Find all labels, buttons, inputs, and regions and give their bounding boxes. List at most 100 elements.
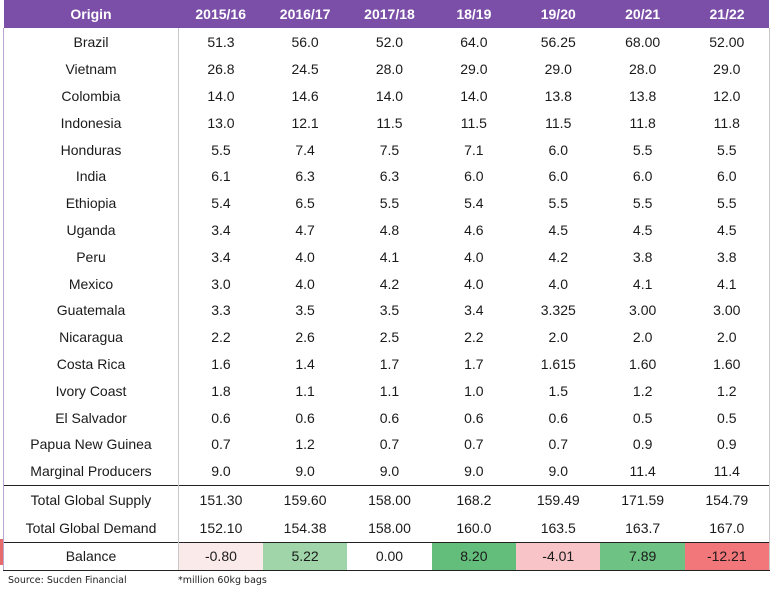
- value-cell: 1.60: [684, 350, 770, 378]
- value-cell: 2.2: [211, 329, 231, 346]
- row-label: India: [3, 162, 179, 190]
- value-cell: 24.5: [291, 61, 319, 78]
- value-cell: 1.6: [211, 355, 231, 372]
- value-cell: 1.60: [629, 355, 657, 372]
- header-year: 2015/16: [178, 0, 263, 28]
- value-cell: 6.1: [211, 168, 231, 185]
- value-cell: 1.0: [464, 382, 484, 399]
- value-cell: 0.6: [379, 409, 400, 426]
- value-cell: 4.0: [464, 275, 484, 292]
- value-cell: 4.5: [684, 216, 770, 244]
- footer: Source: Sucden Financial *million 60kg b…: [8, 575, 267, 586]
- value-cell: 4.7: [295, 221, 315, 238]
- value-cell: 0.6: [548, 409, 568, 426]
- value-cell: 2.0: [548, 329, 568, 346]
- value-cell: 11.5: [376, 114, 403, 131]
- value-cell: 1.5: [548, 382, 568, 399]
- value-cell: 11.5: [460, 114, 487, 131]
- value-cell: 11.4: [684, 457, 770, 486]
- value-cell: 0.6: [211, 409, 231, 426]
- totals-row: Total Global Demand 152.10 154.38 158.00 160…: [3, 513, 770, 543]
- value-cell: 3.325: [540, 302, 576, 319]
- row-label: Ivory Coast: [3, 377, 179, 405]
- header-year: 18/19: [431, 0, 517, 28]
- header-origin: Origin: [3, 0, 179, 28]
- value-cell: 163.5: [540, 519, 576, 536]
- row-label: Peru: [3, 243, 179, 271]
- value-cell: 0.5: [632, 409, 653, 426]
- value-cell: 5.5: [632, 195, 653, 212]
- balance-cell: 8.20: [431, 541, 517, 571]
- value-cell: 4.8: [379, 221, 400, 238]
- row-label: Total Global Demand: [3, 513, 179, 543]
- value-cell: 6.3: [379, 168, 400, 185]
- row-label: Indonesia: [3, 109, 179, 137]
- value-cell: 5.5: [548, 195, 568, 212]
- value-cell: 28.0: [629, 61, 657, 78]
- row-label: Ethiopia: [3, 189, 179, 217]
- value-cell: 7.5: [379, 141, 400, 158]
- value-cell: 167.0: [684, 513, 770, 543]
- value-cell: 168.2: [431, 484, 517, 514]
- value-cell: 3.3: [211, 302, 231, 319]
- value-cell: 3.00: [629, 302, 657, 319]
- value-cell: 158.00: [368, 519, 411, 536]
- value-cell: 52.00: [684, 28, 770, 56]
- balance-value: 8.20: [460, 547, 488, 564]
- value-cell: 1.1: [379, 382, 400, 399]
- value-cell: 13.8: [544, 87, 572, 104]
- value-cell: 9.0: [379, 463, 400, 480]
- value-cell: 12.1: [291, 114, 319, 131]
- table-row: Uganda 3.4 4.7 4.8 4.6 4.5 4.5 4.5: [3, 216, 770, 244]
- value-cell: 1.8: [211, 382, 231, 399]
- table-row: Ethiopia 5.4 6.5 5.5 5.4 5.5 5.5 5.5: [3, 189, 770, 217]
- row-label: Balance: [3, 541, 179, 571]
- value-cell: 26.8: [207, 61, 235, 78]
- value-cell: 0.6: [464, 409, 484, 426]
- value-cell: 7.4: [295, 141, 315, 158]
- value-cell: 2.2: [464, 329, 484, 346]
- balance-cell: 7.89: [600, 541, 685, 571]
- value-cell: 1.2: [684, 377, 770, 405]
- header-year: 21/22: [684, 0, 770, 28]
- value-cell: 6.0: [632, 168, 653, 185]
- value-cell: 51.3: [207, 34, 235, 51]
- value-cell: 12.0: [684, 82, 770, 110]
- value-cell: 1.4: [295, 355, 315, 372]
- value-cell: 7.1: [464, 141, 484, 158]
- value-cell: 0.7: [379, 436, 400, 453]
- value-cell: 3.4: [211, 221, 231, 238]
- value-cell: 28.0: [375, 61, 404, 78]
- row-label: El Salvador: [3, 404, 179, 431]
- country-rows: Brazil 51.3 56.0 52.0 64.0 56.25 68.00 52.00 Vie…: [3, 28, 770, 486]
- row-label: Mexico: [3, 270, 179, 297]
- value-cell: 4.0: [295, 275, 315, 292]
- table-row: Mexico 3.0 4.0 4.2 4.0 4.0 4.1 4.1: [3, 270, 770, 297]
- totals-row: Total Global Supply 151.30 159.60 158.00 168…: [3, 484, 770, 514]
- table-row: Colombia 14.0 14.6 14.0 14.0 13.8 13.8 12.0: [3, 82, 770, 110]
- header-row: Origin 2015/16 2016/17 2017/18 18/19 19/…: [3, 0, 770, 28]
- value-cell: 5.5: [684, 136, 770, 163]
- value-cell: 154.38: [283, 519, 327, 536]
- balance-left-marker: [0, 539, 3, 565]
- row-label: Brazil: [3, 28, 179, 56]
- value-cell: 56.0: [291, 34, 319, 51]
- source-note: Source: Sucden Financial: [8, 575, 127, 586]
- table-row: Marginal Producers 9.0 9.0 9.0 9.0 9.0 11.4 11.…: [3, 457, 770, 486]
- row-label: Colombia: [3, 82, 179, 110]
- table-row: Guatemala 3.3 3.5 3.5 3.4 3.325 3.00 3.00: [3, 296, 770, 324]
- value-cell: 4.0: [464, 248, 484, 265]
- value-cell: 1.2: [295, 436, 315, 453]
- value-cell: 6.3: [295, 168, 315, 185]
- row-label: Costa Rica: [3, 350, 179, 378]
- value-cell: 1.7: [464, 355, 484, 372]
- value-cell: 4.1: [379, 248, 400, 265]
- value-cell: 158.00: [347, 484, 432, 514]
- value-cell: 1.1: [295, 382, 315, 399]
- value-cell: 14.0: [207, 87, 235, 104]
- value-cell: 0.5: [684, 404, 770, 431]
- value-cell: 5.5: [211, 141, 231, 158]
- value-cell: 2.5: [379, 329, 400, 346]
- balance-value: 5.22: [291, 547, 319, 564]
- value-cell: 0.7: [464, 436, 484, 453]
